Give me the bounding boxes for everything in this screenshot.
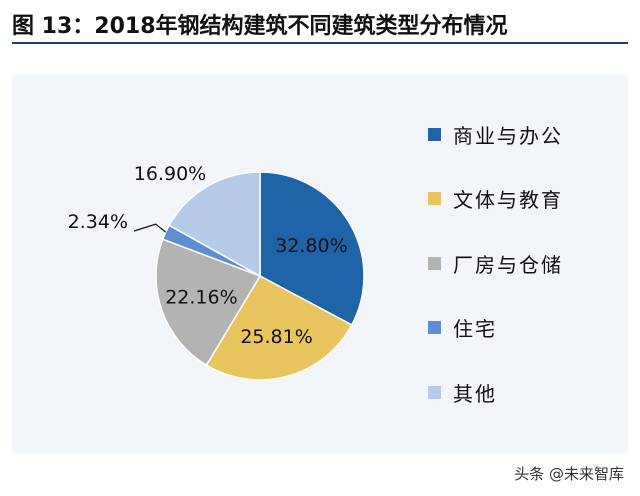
legend-item-3: 厂房与仓储 <box>428 249 628 277</box>
legend-item-1: 商业与办公 <box>428 120 628 148</box>
slice-3 <box>155 238 262 367</box>
data-label-1: 32.80% <box>275 235 347 257</box>
title-divider <box>12 42 628 44</box>
slices-layer <box>155 171 365 381</box>
legend-swatch <box>428 385 441 399</box>
slice-1 <box>259 171 365 326</box>
legend-swatch <box>428 127 441 141</box>
legend-label: 商业与办公 <box>453 123 563 148</box>
legend-swatch <box>428 192 441 206</box>
labels-layer: 32.80% 25.81%22.16% 2.34% 16.90% <box>68 163 348 348</box>
legend-swatch <box>428 321 441 335</box>
slice-2 <box>205 275 353 381</box>
legend-label: 厂房与仓储 <box>453 252 563 277</box>
watermark: 头条 @未来智库 <box>508 461 630 486</box>
legend-item-4: 住宅 <box>428 314 628 342</box>
legend-label: 住宅 <box>453 317 497 342</box>
legend-item-5: 其他 <box>428 378 628 406</box>
data-label-3: 22.16% <box>165 286 237 308</box>
legend-item-2: 文体与教育 <box>428 185 628 213</box>
legend-swatch <box>428 256 441 270</box>
data-label-4: 2.34% <box>68 211 128 233</box>
chart-legend: 商业与办公文体与教育厂房与仓储住宅其他 <box>428 120 628 443</box>
legend-label: 文体与教育 <box>453 188 563 213</box>
legend-label: 其他 <box>453 381 497 406</box>
slice-5 <box>168 171 261 278</box>
figure-title: 图 13：2018年钢结构建筑不同建筑类型分布情况 <box>12 14 508 39</box>
data-label-2: 25.81% <box>240 326 312 348</box>
data-label-5: 16.90% <box>134 163 206 185</box>
leader-line <box>133 223 167 233</box>
